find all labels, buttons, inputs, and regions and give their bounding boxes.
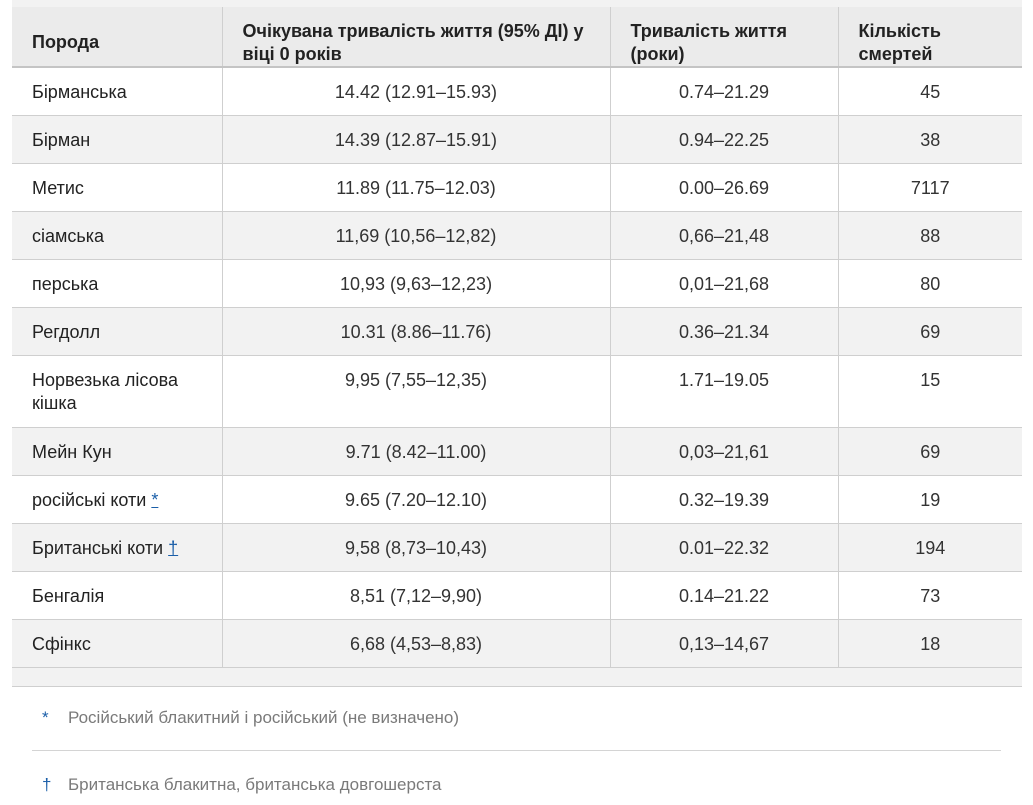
footnote-text: Російський блакитний і російський (не ви… [68,708,460,727]
expectancy-cell: 10.31 (8.86–11.76) [221,307,611,356]
header-row: Порода Очікувана тривалість життя (95% Д… [12,7,1022,68]
deaths-cell: 7117 [837,163,1022,212]
footnote-symbol: * [42,708,49,727]
table-row: Норвезька лісова кішка 9,95 (7,55–12,35)… [12,355,1022,428]
range-cell: 0,66–21,48 [609,211,839,260]
header-deaths: Кількість смертей [837,7,1022,68]
expectancy-cell: 11,69 (10,56–12,82) [221,211,611,260]
breed-cell: сіамська [12,211,223,260]
deaths-cell: 38 [837,115,1022,164]
table-row: Бенгалія 8,51 (7,12–9,90) 0.14–21.22 73 [12,571,1022,620]
deaths-cell: 45 [837,67,1022,116]
range-cell: 0,01–21,68 [609,259,839,308]
breed-cell: Мейн Кун [12,427,223,476]
breed-name: Британські коти [32,537,164,558]
breed-cell: Британські коти † [12,523,223,572]
range-cell: 0.32–19.39 [609,475,839,524]
range-cell: 0.14–21.22 [609,571,839,620]
footnote-link-dagger[interactable]: † [168,537,179,558]
breed-name: сіамська [32,225,105,246]
table-row: Мейн Кун 9.71 (8.42–11.00) 0,03–21,61 69 [12,427,1022,476]
header-breed: Порода [12,7,223,68]
header-life-expectancy: Очікувана тривалість життя (95% ДІ) у ві… [221,7,611,68]
breed-cell: Бірманська [12,67,223,116]
breed-name: Бірманська [32,82,127,102]
table-row: Регдолл 10.31 (8.86–11.76) 0.36–21.34 69 [12,307,1022,356]
expectancy-cell: 9.71 (8.42–11.00) [221,427,611,476]
footnotes-section: * Російський блакитний і російський (не в… [12,686,1022,805]
breed-name: Метис [32,177,84,198]
footnote-item: † Британська блакитна, британська довгоше… [42,774,442,796]
range-cell: 0.94–22.25 [609,115,839,164]
table-row: сіамська 11,69 (10,56–12,82) 0,66–21,48 … [12,211,1022,260]
deaths-cell: 18 [837,619,1022,668]
breed-name: Бірман [32,129,91,150]
breed-cell: Метис [12,163,223,212]
table-row: перська 10,93 (9,63–12,23) 0,01–21,68 80 [12,259,1022,308]
header-lifespan-range: Тривалість життя (роки) [609,7,839,68]
breed-name: Норвезька лісова кішка [32,369,178,413]
expectancy-cell: 10,93 (9,63–12,23) [221,259,611,308]
footnote-text: Британська блакитна, британська довгошер… [68,775,442,794]
table-row: Метис 11.89 (11.75–12.03) 0.00–26.69 711… [12,163,1022,212]
table-row: Сфінкс 6,68 (4,53–8,83) 0,13–14,67 18 [12,619,1022,668]
expectancy-cell: 11.89 (11.75–12.03) [221,163,611,212]
range-cell: 0.01–22.32 [609,523,839,572]
deaths-cell: 73 [837,571,1022,620]
expectancy-cell: 9,58 (8,73–10,43) [221,523,611,572]
breed-name: Регдолл [32,321,101,342]
breed-name: Бенгалія [32,585,105,606]
breed-cell: російські коти * [12,475,223,524]
breed-cell: Бенгалія [12,571,223,620]
breed-lifespan-table: Порода Очікувана тривалість життя (95% Д… [12,7,1022,668]
range-cell: 1.71–19.05 [609,355,839,428]
footnote-item: * Російський блакитний і російський (не в… [42,707,459,729]
breed-cell: Регдолл [12,307,223,356]
breed-cell: Бірман [12,115,223,164]
deaths-cell: 69 [837,427,1022,476]
breed-cell: перська [12,259,223,308]
deaths-cell: 80 [837,259,1022,308]
deaths-cell: 194 [837,523,1022,572]
table-row: російські коти * 9.65 (7.20–12.10) 0.32–… [12,475,1022,524]
breed-cell: Сфінкс [12,619,223,668]
expectancy-cell: 8,51 (7,12–9,90) [221,571,611,620]
expectancy-cell: 14.39 (12.87–15.91) [221,115,611,164]
footnote-divider [32,750,1001,751]
expectancy-cell: 6,68 (4,53–8,83) [221,619,611,668]
expectancy-cell: 14.42 (12.91–15.93) [221,67,611,116]
range-cell: 0,13–14,67 [609,619,839,668]
breed-name: Сфінкс [32,633,91,654]
deaths-cell: 69 [837,307,1022,356]
breed-name: перська [32,273,99,294]
table-row: Бірман 14.39 (12.87–15.91) 0.94–22.25 38 [12,115,1022,164]
footnote-link-asterisk[interactable]: * [151,489,159,510]
breed-name: Мейн Кун [32,441,112,462]
table-row: Британські коти † 9,58 (8,73–10,43) 0.01… [12,523,1022,572]
breed-cell: Норвезька лісова кішка [12,355,223,428]
expectancy-cell: 9,95 (7,55–12,35) [221,355,611,428]
footnote-symbol: † [42,775,52,794]
expectancy-cell: 9.65 (7.20–12.10) [221,475,611,524]
breed-name: російські коти [32,489,147,510]
table-row: Бірманська 14.42 (12.91–15.93) 0.74–21.2… [12,67,1022,116]
range-cell: 0.00–26.69 [609,163,839,212]
range-cell: 0.74–21.29 [609,67,839,116]
deaths-cell: 19 [837,475,1022,524]
deaths-cell: 15 [837,355,1022,428]
range-cell: 0.36–21.34 [609,307,839,356]
range-cell: 0,03–21,61 [609,427,839,476]
deaths-cell: 88 [837,211,1022,260]
